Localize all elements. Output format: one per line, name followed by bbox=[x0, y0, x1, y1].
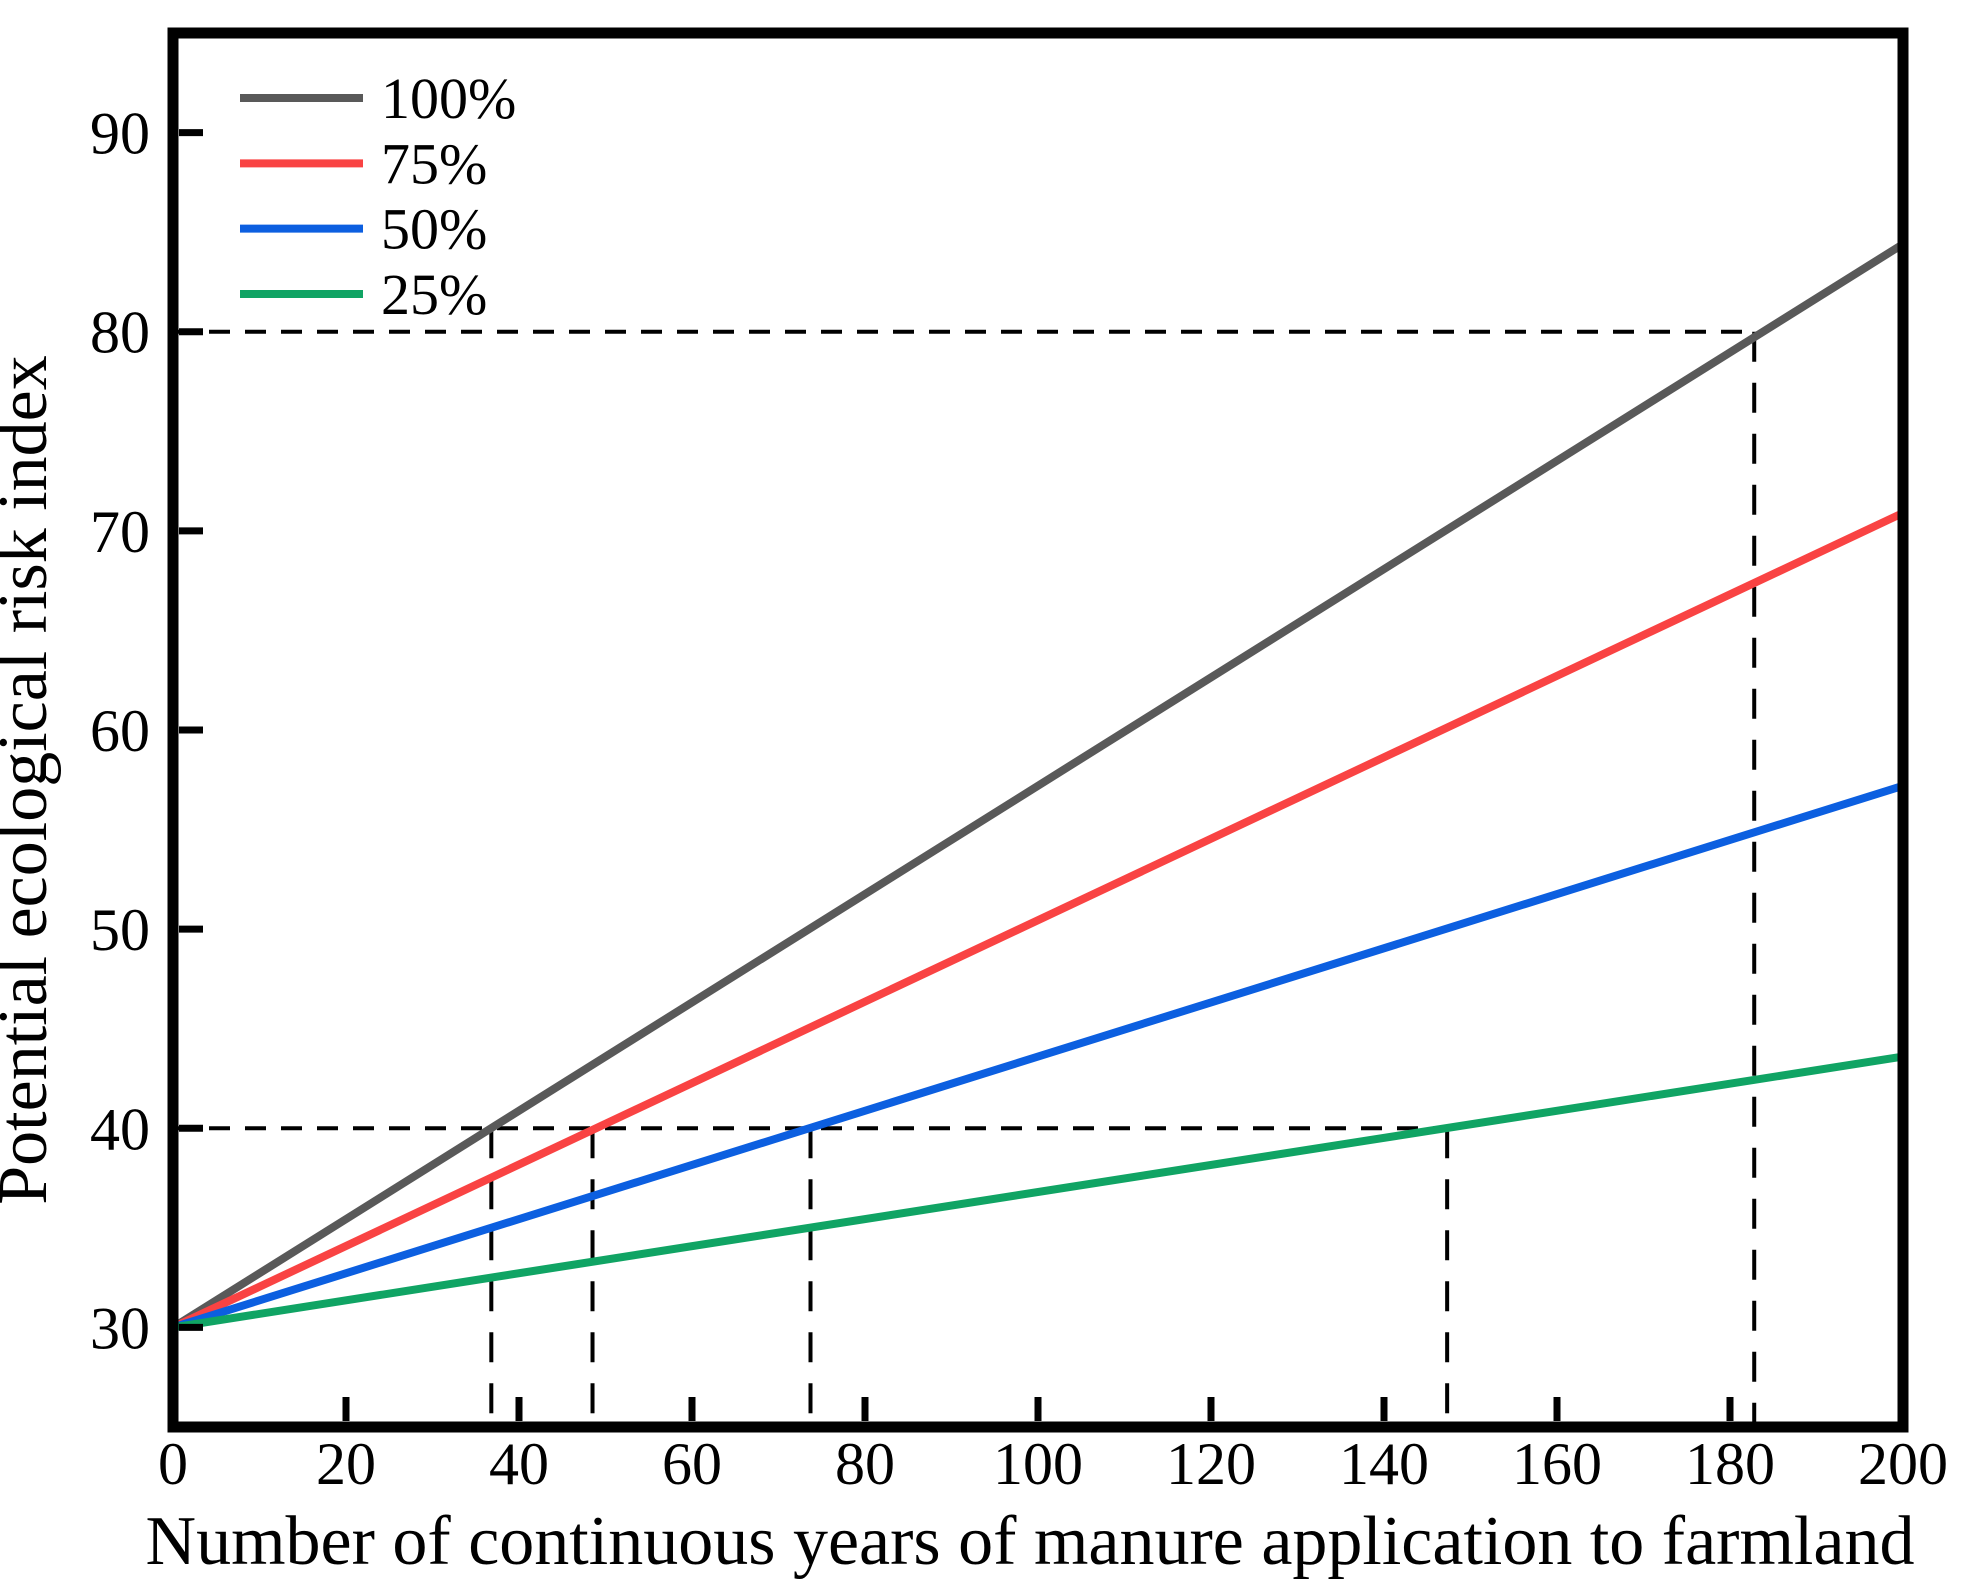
series-line-50% bbox=[171, 781, 1905, 1332]
series-lines bbox=[170, 240, 1906, 1332]
y-tick-label-30: 30 bbox=[90, 1295, 150, 1361]
axes: 0 20 40 60 80 100 120 140 160 180 200 30 40 50 60 70 80 9… bbox=[90, 27, 1948, 1497]
x-tick-label-60: 60 bbox=[662, 1431, 722, 1497]
y-tick-label-80: 80 bbox=[90, 300, 150, 366]
x-tick-label-160: 160 bbox=[1512, 1431, 1602, 1497]
x-axis-title: Number of continuous years of manure app… bbox=[146, 1503, 1915, 1580]
y-tick-label-70: 70 bbox=[90, 499, 150, 565]
x-tick-label-80: 80 bbox=[835, 1431, 895, 1497]
x-tick-label-40: 40 bbox=[489, 1431, 549, 1497]
x-tick-label-140: 140 bbox=[1339, 1431, 1429, 1497]
x-tick-label-0: 0 bbox=[158, 1431, 188, 1497]
y-tick-label-60: 60 bbox=[90, 698, 150, 764]
plot-border bbox=[167, 27, 1909, 1433]
y-tick-label-50: 50 bbox=[90, 897, 150, 963]
x-tick-label-200: 200 bbox=[1858, 1431, 1948, 1497]
x-tick-label-120: 120 bbox=[1166, 1431, 1256, 1497]
y-tick-label-40: 40 bbox=[90, 1096, 150, 1162]
x-tick-label-100: 100 bbox=[993, 1431, 1083, 1497]
series-line-25% bbox=[172, 1052, 1904, 1332]
reference-guides bbox=[173, 329, 1757, 1422]
series-line-100% bbox=[170, 240, 1906, 1331]
legend-label-25%: 25% bbox=[381, 262, 487, 327]
y-tick-label-90: 90 bbox=[90, 101, 150, 167]
y-axis-title: Potential ecological risk index bbox=[0, 355, 62, 1205]
x-tick-label-180: 180 bbox=[1685, 1431, 1775, 1497]
legend-label-100%: 100% bbox=[381, 66, 516, 131]
series-line-75% bbox=[171, 509, 1905, 1332]
legend-label-50%: 50% bbox=[381, 197, 487, 262]
legend: 100%75%50%25% bbox=[240, 66, 516, 327]
x-tick-label-20: 20 bbox=[316, 1431, 376, 1497]
legend-label-75%: 75% bbox=[381, 131, 487, 196]
